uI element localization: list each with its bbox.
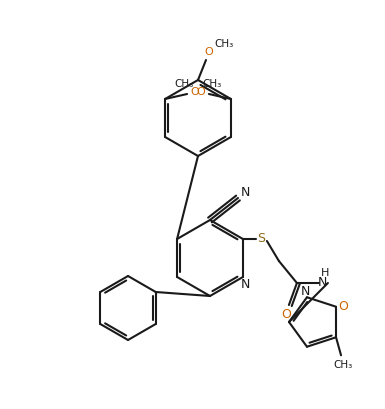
- Text: O: O: [338, 300, 348, 313]
- Text: S: S: [257, 232, 265, 245]
- Text: O: O: [191, 87, 199, 97]
- Text: CH₃: CH₃: [214, 39, 234, 49]
- Text: N: N: [318, 276, 328, 290]
- Text: N: N: [241, 279, 251, 292]
- Text: O: O: [196, 87, 205, 97]
- Text: H: H: [321, 268, 329, 278]
- Text: N: N: [300, 285, 310, 298]
- Text: N: N: [240, 186, 250, 198]
- Text: CH₃: CH₃: [333, 360, 353, 370]
- Text: O: O: [204, 47, 213, 57]
- Text: O: O: [281, 308, 291, 321]
- Text: CH₃: CH₃: [203, 79, 222, 89]
- Text: CH₃: CH₃: [174, 79, 194, 89]
